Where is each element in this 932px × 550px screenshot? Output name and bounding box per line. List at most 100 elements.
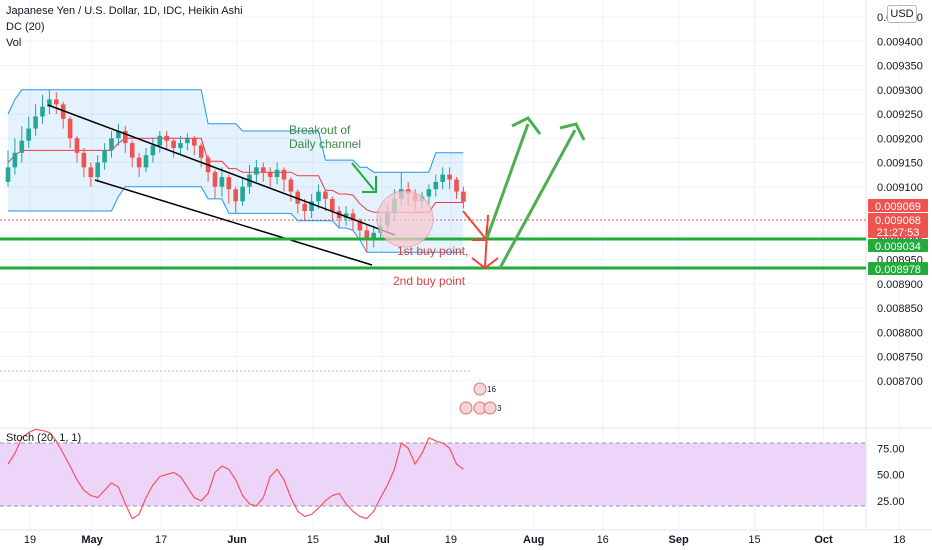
annotation-breakout-line1[interactable]: Breakout of — [289, 123, 351, 137]
candle-body — [295, 191, 301, 204]
candle-body — [136, 157, 142, 168]
candle-body — [178, 143, 183, 148]
candle-body — [240, 186, 245, 202]
time-tick: Jul — [374, 534, 390, 546]
candle-body — [74, 138, 80, 153]
price-badge-text: 0.009068 — [875, 215, 921, 227]
stoch-line-group: 75.00 50.00 25.00 — [7, 428, 905, 520]
candle-body — [267, 172, 273, 178]
currency-button[interactable]: USD — [887, 5, 917, 23]
candle-body — [67, 118, 73, 139]
event-flag-icon — [483, 401, 497, 415]
annotation-buy1[interactable]: 1st buy point, — [397, 244, 469, 258]
candle-body — [233, 189, 238, 202]
channel-upper-line — [47, 104, 396, 236]
time-tick: 16 — [597, 534, 609, 546]
target-arrow-2 — [484, 214, 489, 268]
candle-body — [116, 130, 121, 139]
candle-body — [330, 198, 335, 211]
candle-body — [19, 140, 25, 153]
candle-body — [185, 138, 190, 144]
time-tick: 19 — [24, 534, 36, 546]
candle-body — [157, 135, 163, 146]
candle-body — [426, 189, 432, 197]
stoch-band — [0, 443, 866, 506]
time-tick: Sep — [669, 534, 689, 546]
candle-body — [454, 179, 459, 192]
event-count: 3 — [497, 404, 502, 413]
candle-body — [40, 106, 45, 117]
event-count: 16 — [487, 385, 496, 394]
time-tick: May — [81, 534, 103, 546]
candle-body — [123, 130, 128, 144]
candle-body — [171, 140, 176, 148]
annotation-buy2[interactable]: 2nd buy point — [393, 274, 466, 288]
price-badge — [868, 262, 928, 275]
candle-body — [254, 167, 259, 175]
price-badge — [868, 199, 928, 212]
time-tick: Aug — [523, 534, 544, 546]
candle-body — [288, 179, 294, 192]
candle-body — [95, 162, 100, 178]
price-tick: 0.008850 — [877, 303, 923, 315]
candle-body — [129, 143, 135, 158]
candle-body — [88, 167, 94, 178]
time-tick: Oct — [814, 534, 833, 546]
time-tick: 17 — [155, 534, 167, 546]
candle-body — [33, 116, 38, 129]
price-tick: 0.009350 — [877, 61, 923, 73]
indicator-vol[interactable]: Vol — [6, 37, 22, 49]
target-arrow-1 — [462, 210, 486, 239]
time-tick: 19 — [445, 534, 457, 546]
candle-body — [60, 104, 66, 119]
price-badge-text: 0.008978 — [875, 264, 921, 276]
drawings — [0, 104, 866, 270]
chart-title: Japanese Yen / U.S. Dollar, 1D, IDC, Hei… — [6, 5, 243, 17]
price-tick: 0.009150 — [877, 158, 923, 170]
price-badge — [868, 239, 928, 252]
stoch-tick: 25.00 — [877, 496, 905, 508]
candle-body — [261, 167, 266, 173]
indicator-dc[interactable]: DC (20) — [6, 21, 45, 33]
candle-body — [281, 169, 287, 180]
event-badges: 1614333 — [459, 382, 502, 415]
candle-body — [364, 230, 370, 238]
candle-body — [274, 169, 280, 178]
price-badge-text: 0.009034 — [875, 241, 921, 253]
candle-body — [447, 174, 452, 180]
price-tick: 0.008800 — [877, 327, 923, 339]
dc-upper — [7, 89, 464, 173]
breakout-circle — [376, 190, 434, 248]
candle-body — [323, 191, 328, 199]
channel-lower-line — [94, 179, 373, 266]
annotation-breakout-line2[interactable]: Daily channel — [289, 137, 362, 151]
candle-body — [54, 99, 59, 105]
projection-arrow-1 — [485, 123, 530, 239]
candle-body — [226, 177, 232, 190]
candle-body — [150, 145, 156, 156]
candle-body — [440, 174, 445, 182]
price-tick: 0.008900 — [877, 279, 923, 291]
projection-arrow-2 — [498, 129, 577, 269]
candle-body — [212, 172, 218, 187]
stoch-line — [7, 428, 464, 520]
stoch-label[interactable]: Stoch (20, 1, 1) — [6, 432, 82, 444]
stoch-tick: 50.00 — [877, 470, 905, 482]
candle-body — [81, 152, 87, 168]
candle-body — [198, 145, 204, 158]
time-tick: 15 — [748, 534, 760, 546]
candle-body — [316, 191, 321, 202]
price-badge-text: 21:27:53 — [877, 227, 920, 239]
candle-body — [109, 138, 114, 151]
candle-body — [143, 155, 149, 168]
target-arrow-2-head — [471, 257, 499, 270]
time-tick: Jun — [227, 534, 247, 546]
projection-arrow-2-head — [559, 122, 586, 141]
candle-body — [192, 138, 197, 146]
candle-body — [343, 213, 349, 219]
breakout-arrow-head — [362, 176, 377, 193]
price-tick: 0.009300 — [877, 85, 923, 97]
price-tick: 0.009400 — [877, 36, 923, 48]
